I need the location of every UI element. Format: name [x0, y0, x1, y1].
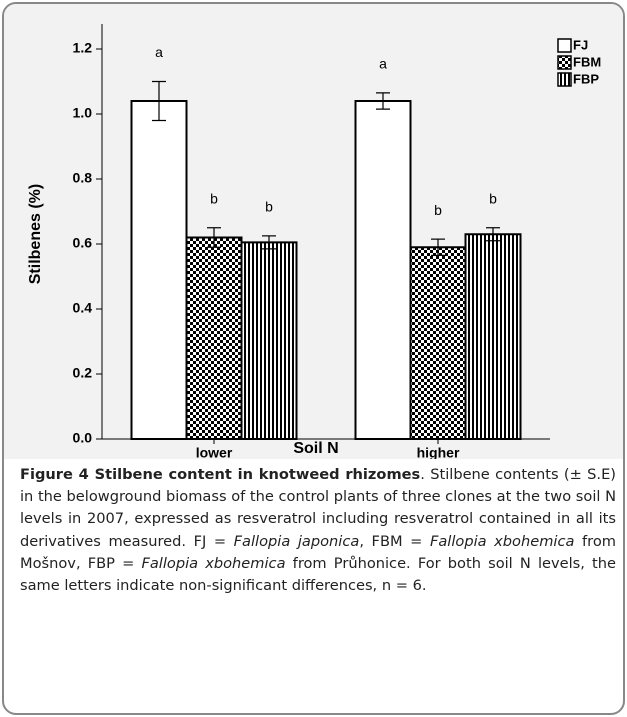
caption-text: , FBM = [359, 532, 430, 550]
bar [240, 241, 298, 440]
legend-label: FBM [573, 54, 601, 69]
bar [409, 246, 467, 440]
caption-text: from Mošnov, FBP = [20, 532, 616, 572]
caption-heading: Figure 4 Stilbene content in knotweed rh… [20, 466, 420, 483]
bar [464, 233, 522, 440]
caption-text: . Stilbene contents (± S.E) in the below… [20, 466, 616, 550]
y-tick-label: 0.8 [73, 170, 93, 186]
legend-swatch [557, 55, 572, 70]
significance-letter: a [379, 56, 387, 72]
caption: Figure 4 Stilbene content in knotweed rh… [20, 464, 616, 597]
chart: Stilbenes (%) Soil N 0.0 0.2 0.4 0.6 0.8 1.0 1… [4, 4, 623, 461]
legend-swatch [557, 72, 572, 87]
y-tick-label: 0.6 [73, 235, 93, 251]
caption-title: Stilbene content in knotweed rhizomes [94, 466, 421, 483]
caption-text: Fallopia xbohemica [141, 554, 286, 572]
caption-text: Fallopia xbohemica [429, 532, 575, 550]
y-tick-label: 1.0 [73, 105, 93, 121]
significance-letter: b [434, 202, 442, 218]
x-tick-label: higher [417, 445, 460, 459]
legend-label: FJ [573, 37, 588, 52]
y-tick-label: 0.0 [73, 430, 93, 446]
caption-text: from Průhonice. For both soil N levels, … [20, 554, 616, 595]
bar [354, 100, 412, 440]
y-tick-label: 1.2 [73, 40, 93, 56]
significance-letter: b [210, 190, 218, 206]
y-tick-label: 0.2 [73, 365, 93, 381]
legend-label: FBP [573, 71, 599, 86]
caption-text: Fallopia japonica [233, 532, 360, 550]
y-axis-label: Stilbenes (%) [27, 184, 44, 284]
significance-letter: a [155, 44, 163, 60]
caption-label: Figure 4 [20, 466, 89, 483]
significance-letter: b [265, 199, 273, 215]
significance-letter: b [489, 190, 497, 206]
bar [130, 100, 188, 440]
bar [185, 236, 243, 440]
x-tick-label: lower [196, 445, 233, 459]
legend-swatch [557, 38, 572, 53]
x-axis-label: Soil N [293, 440, 338, 457]
y-tick-label: 0.4 [73, 300, 93, 316]
